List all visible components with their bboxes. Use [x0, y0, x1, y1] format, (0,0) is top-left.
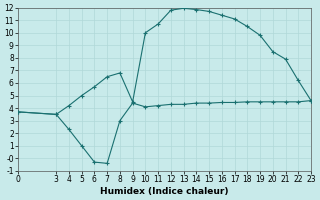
X-axis label: Humidex (Indice chaleur): Humidex (Indice chaleur) — [100, 187, 229, 196]
